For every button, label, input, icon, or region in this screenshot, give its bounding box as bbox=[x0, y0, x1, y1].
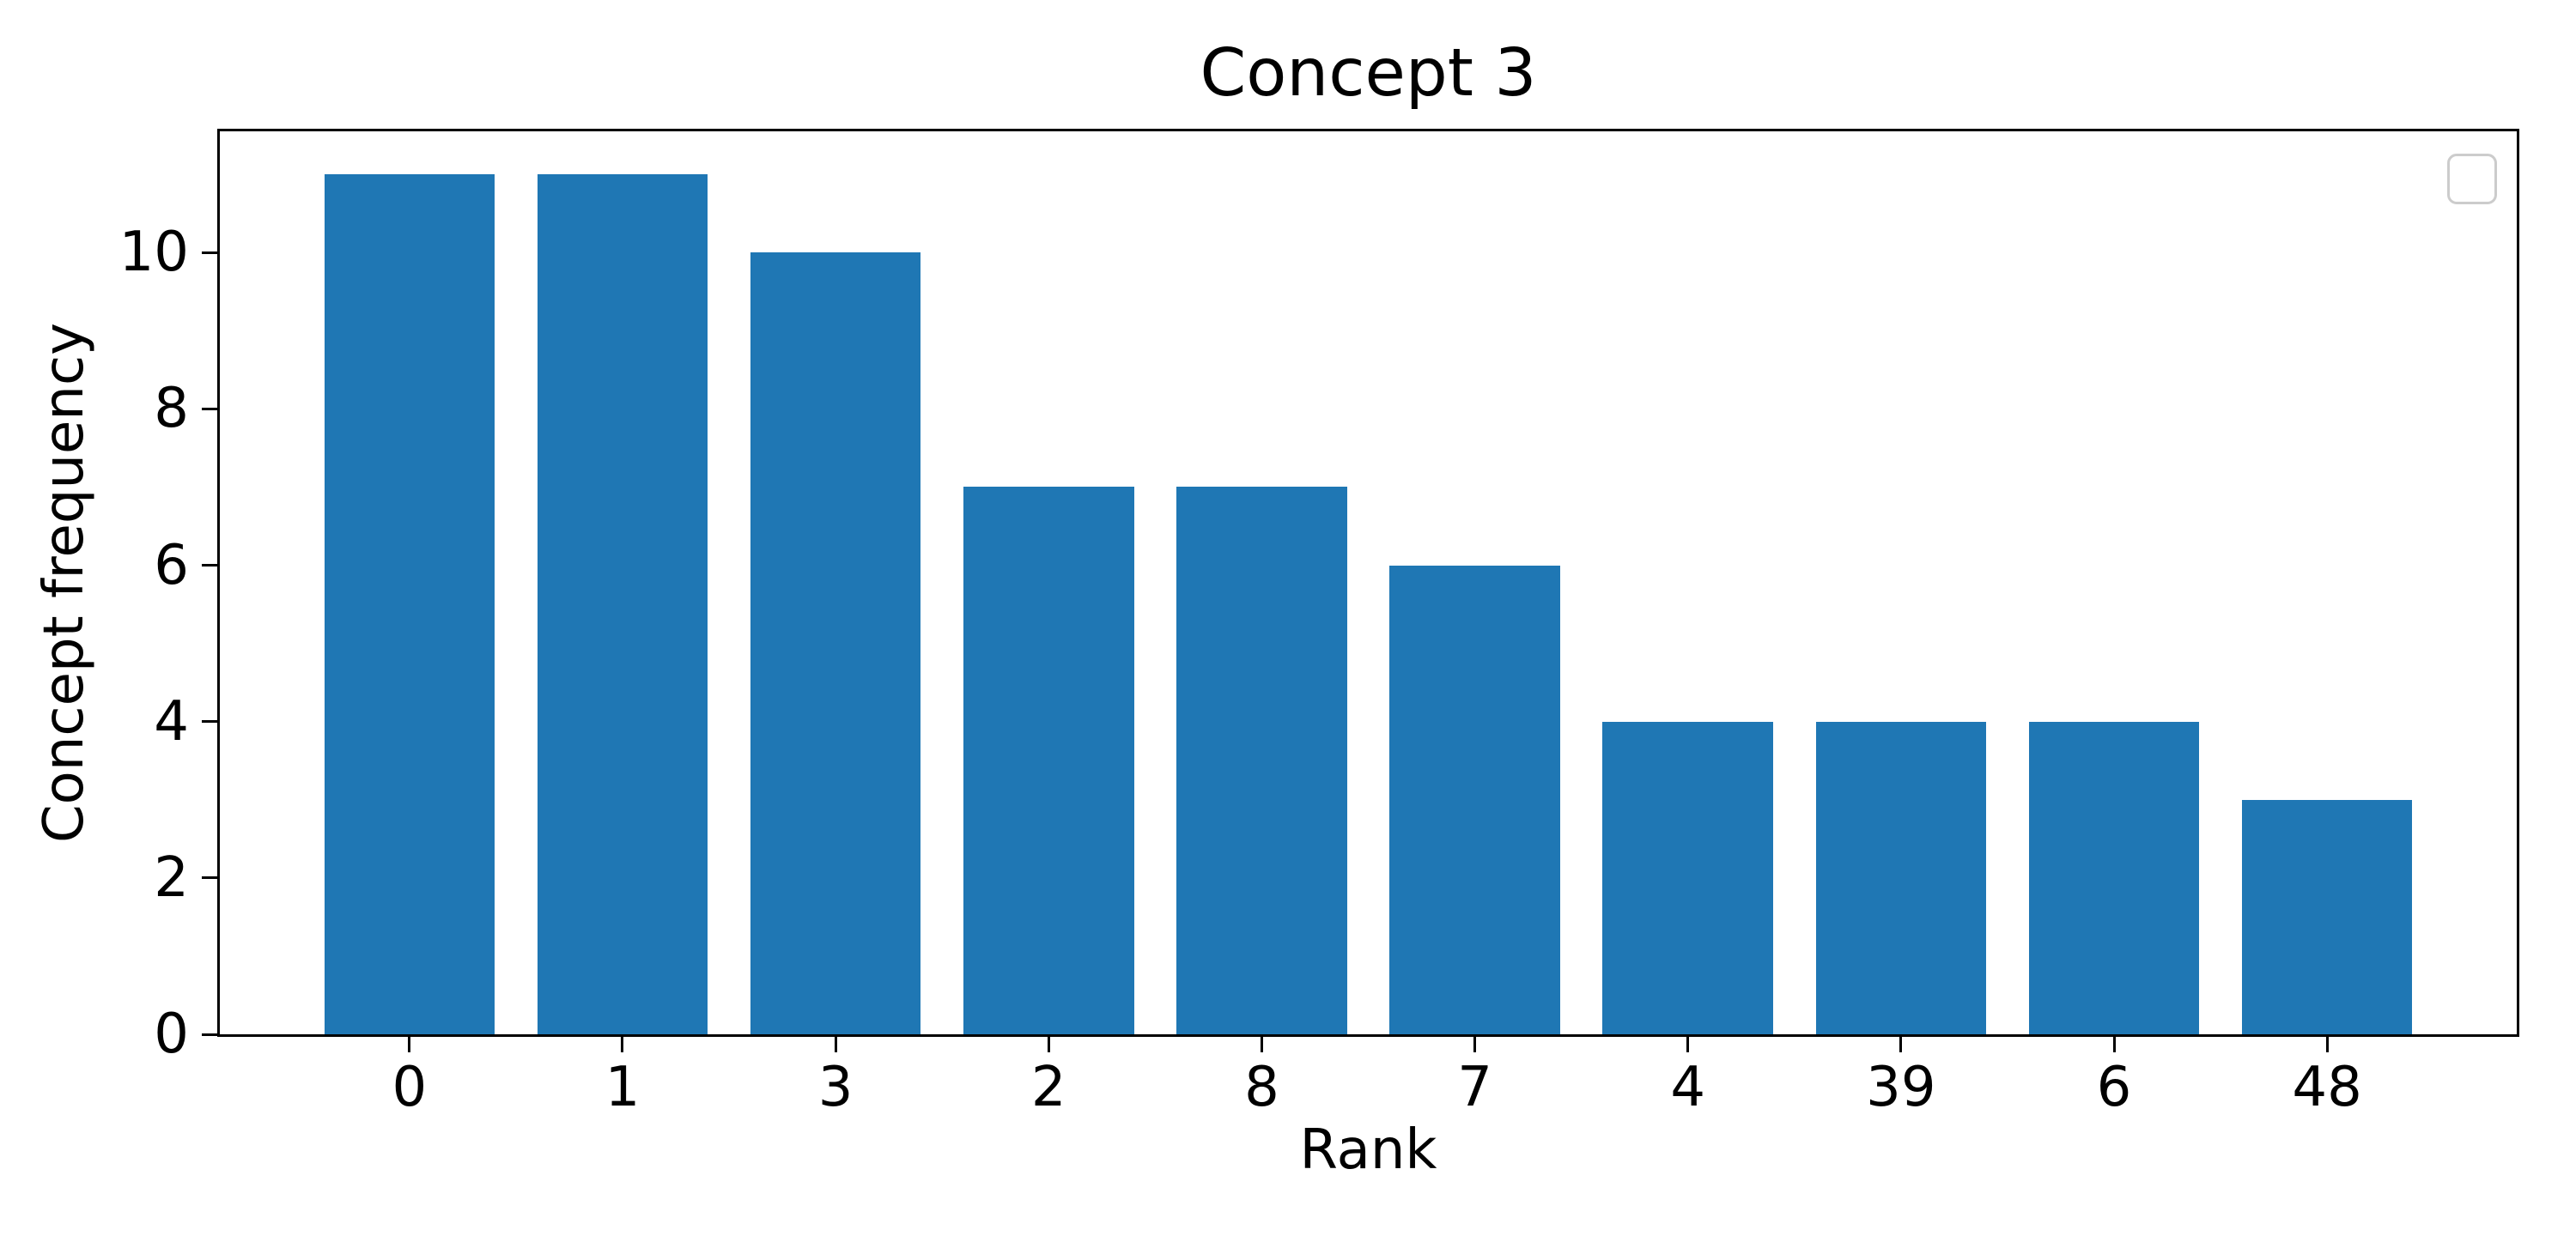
bar-rank-3 bbox=[750, 252, 921, 1034]
y-tick-label-10: 10 bbox=[118, 221, 189, 285]
x-tick-label-2: 2 bbox=[1030, 1056, 1066, 1119]
y-tick-mark-8 bbox=[202, 407, 217, 410]
bar-rank-1 bbox=[537, 174, 708, 1034]
x-axis-label: Rank bbox=[1299, 1118, 1437, 1182]
x-tick-label-0: 0 bbox=[392, 1056, 428, 1119]
y-tick-label-4: 4 bbox=[154, 689, 189, 754]
bar-rank-4 bbox=[1602, 721, 1773, 1034]
x-tick-mark-8 bbox=[1260, 1037, 1263, 1052]
y-tick-label-2: 2 bbox=[154, 845, 189, 910]
x-tick-label-48: 48 bbox=[2292, 1056, 2362, 1119]
y-tick-mark-2 bbox=[202, 876, 217, 880]
y-tick-mark-4 bbox=[202, 720, 217, 724]
x-tick-mark-7 bbox=[1473, 1037, 1477, 1052]
x-tick-mark-4 bbox=[1686, 1037, 1690, 1052]
y-tick-mark-0 bbox=[202, 1033, 217, 1036]
x-tick-mark-6 bbox=[2112, 1037, 2116, 1052]
y-tick-label-0: 0 bbox=[154, 1003, 189, 1066]
x-tick-mark-2 bbox=[1047, 1037, 1050, 1052]
x-tick-label-8: 8 bbox=[1244, 1056, 1279, 1119]
y-tick-label-8: 8 bbox=[154, 377, 189, 441]
x-tick-mark-39 bbox=[1899, 1037, 1903, 1052]
x-tick-mark-48 bbox=[2325, 1037, 2329, 1052]
bar-rank-8 bbox=[1176, 487, 1347, 1034]
x-tick-label-39: 39 bbox=[1866, 1056, 1936, 1119]
x-tick-mark-3 bbox=[834, 1037, 837, 1052]
bar-rank-6 bbox=[2028, 721, 2200, 1034]
x-tick-label-6: 6 bbox=[2096, 1056, 2132, 1119]
y-tick-mark-6 bbox=[202, 564, 217, 566]
legend-box bbox=[2447, 154, 2497, 204]
x-tick-label-7: 7 bbox=[1457, 1056, 1492, 1119]
y-tick-mark-10 bbox=[202, 251, 217, 254]
bar-rank-2 bbox=[963, 487, 1134, 1034]
y-tick-label-6: 6 bbox=[154, 533, 189, 597]
bar-rank-39 bbox=[1815, 721, 1987, 1034]
bar-rank-0 bbox=[324, 174, 495, 1034]
x-tick-label-3: 3 bbox=[817, 1056, 854, 1119]
x-tick-label-1: 1 bbox=[605, 1056, 641, 1119]
x-tick-mark-0 bbox=[408, 1037, 411, 1052]
bar-rank-7 bbox=[1389, 565, 1560, 1034]
plot-area: 0 2 4 6 8 10 0 1 3 2 8 7 4 39 6 48 bbox=[119, 129, 2519, 1118]
x-tick-label-4: 4 bbox=[1670, 1056, 1706, 1119]
chart-title: Concept 3 bbox=[1200, 35, 1537, 112]
x-tick-mark-1 bbox=[621, 1037, 624, 1052]
bar-rank-48 bbox=[2241, 799, 2413, 1034]
